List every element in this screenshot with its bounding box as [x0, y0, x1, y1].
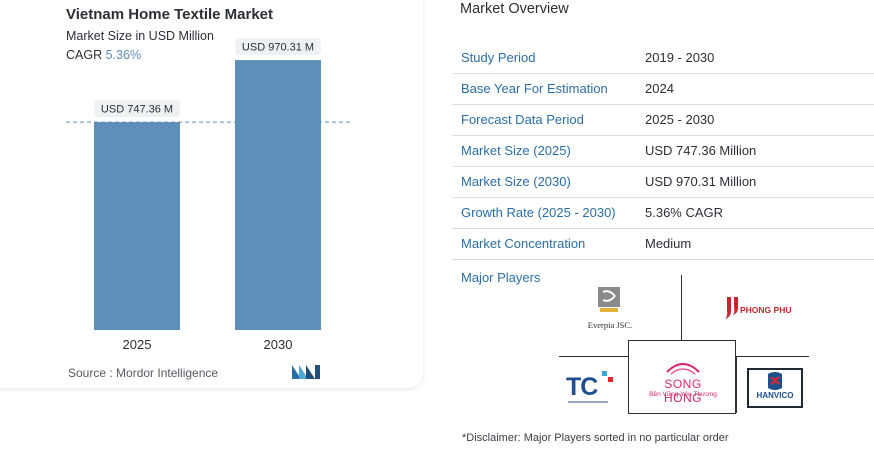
player-everpia: Everpia JSC. [584, 286, 636, 330]
phongphu-name: PHONG PHU [740, 305, 792, 315]
x-tick-label: 2030 [264, 337, 293, 352]
row-key: Market Size (2025) [452, 135, 645, 167]
divider-vertical [681, 275, 682, 341]
table-row: Market Size (2030) USD 970.31 Million [452, 166, 874, 198]
tc-name: TC [566, 373, 598, 401]
row-value: USD 970.31 Million [645, 166, 874, 198]
divider-vertical [736, 357, 737, 413]
player-songhong: SONG HONG Bền Vững Yêu Thương [644, 360, 722, 405]
major-players-title: Major Players [461, 270, 541, 285]
player-hanvico: HANVICO [747, 368, 803, 408]
source-text: Source : Mordor Intelligence [68, 366, 219, 380]
data-label: USD 747.36 M [101, 104, 173, 116]
chart-subtitle: Market Size in USD Million [66, 29, 214, 43]
player-phongphu: PHONG PHU [721, 297, 791, 321]
phongphu-logo-icon [725, 297, 738, 319]
mordor-logo-icon [292, 365, 320, 379]
row-key: Growth Rate (2025 - 2030) [452, 197, 645, 229]
table-row: Market Concentration Medium [452, 228, 874, 260]
row-key: Study Period [452, 42, 645, 74]
cagr-value: 5.36% [105, 48, 142, 62]
row-key: Base Year For Estimation [452, 73, 645, 105]
overview-table: Study Period 2019 - 2030 Base Year For E… [452, 42, 874, 260]
table-row: Base Year For Estimation 2024 [452, 73, 874, 105]
hanvico-name: HANVICO [756, 391, 794, 400]
songhong-logo-icon [666, 363, 700, 375]
data-label-box [94, 100, 180, 118]
tc-dots-icon [602, 371, 613, 382]
table-row: Study Period 2019 - 2030 [452, 42, 874, 74]
everpia-name: Everpia JSC. [587, 320, 633, 330]
chart-title: Vietnam Home Textile Market [66, 6, 274, 23]
bar-2030 [235, 60, 321, 331]
player-tc: TC [566, 371, 618, 407]
data-label-box [235, 38, 321, 56]
table-row: Growth Rate (2025 - 2030) 5.36% CAGR [452, 197, 874, 229]
everpia-logo-icon [598, 287, 620, 312]
cagr-label: CAGR 5.36% [66, 48, 141, 62]
player-box-center [628, 340, 736, 414]
row-value: Medium [645, 228, 874, 260]
row-key: Market Concentration [452, 228, 645, 260]
cagr-text: CAGR [66, 48, 103, 62]
hanvico-logo-icon [768, 372, 782, 390]
row-value: USD 747.36 Million [645, 135, 874, 167]
table-row: Market Size (2025) USD 747.36 Million [452, 135, 874, 167]
table-row: Forecast Data Period 2025 - 2030 [452, 104, 874, 136]
data-label: USD 970.31 M [242, 42, 314, 54]
row-value: 2019 - 2030 [645, 42, 874, 74]
row-value: 2024 [645, 73, 874, 105]
bar-2025 [94, 122, 180, 330]
overview-title: Market Overview [460, 1, 569, 17]
row-key: Forecast Data Period [452, 104, 645, 136]
disclaimer: *Disclaimer: Major Players sorted in no … [462, 432, 729, 444]
row-value: 5.36% CAGR [645, 197, 874, 229]
x-tick-label: 2025 [123, 337, 152, 352]
songhong-tagline: Bền Vững Yêu Thương [649, 391, 717, 398]
chart-card: Vietnam Home Textile Market Market Size … [0, 0, 423, 388]
row-value: 2025 - 2030 [645, 104, 874, 136]
songhong-name: SONG HONG [664, 377, 702, 405]
row-key: Market Size (2030) [452, 166, 645, 198]
tc-underline [568, 401, 608, 403]
bar-chart: USD 747.36 M 2025 USD 970.31 M 2030 [66, 38, 350, 352]
